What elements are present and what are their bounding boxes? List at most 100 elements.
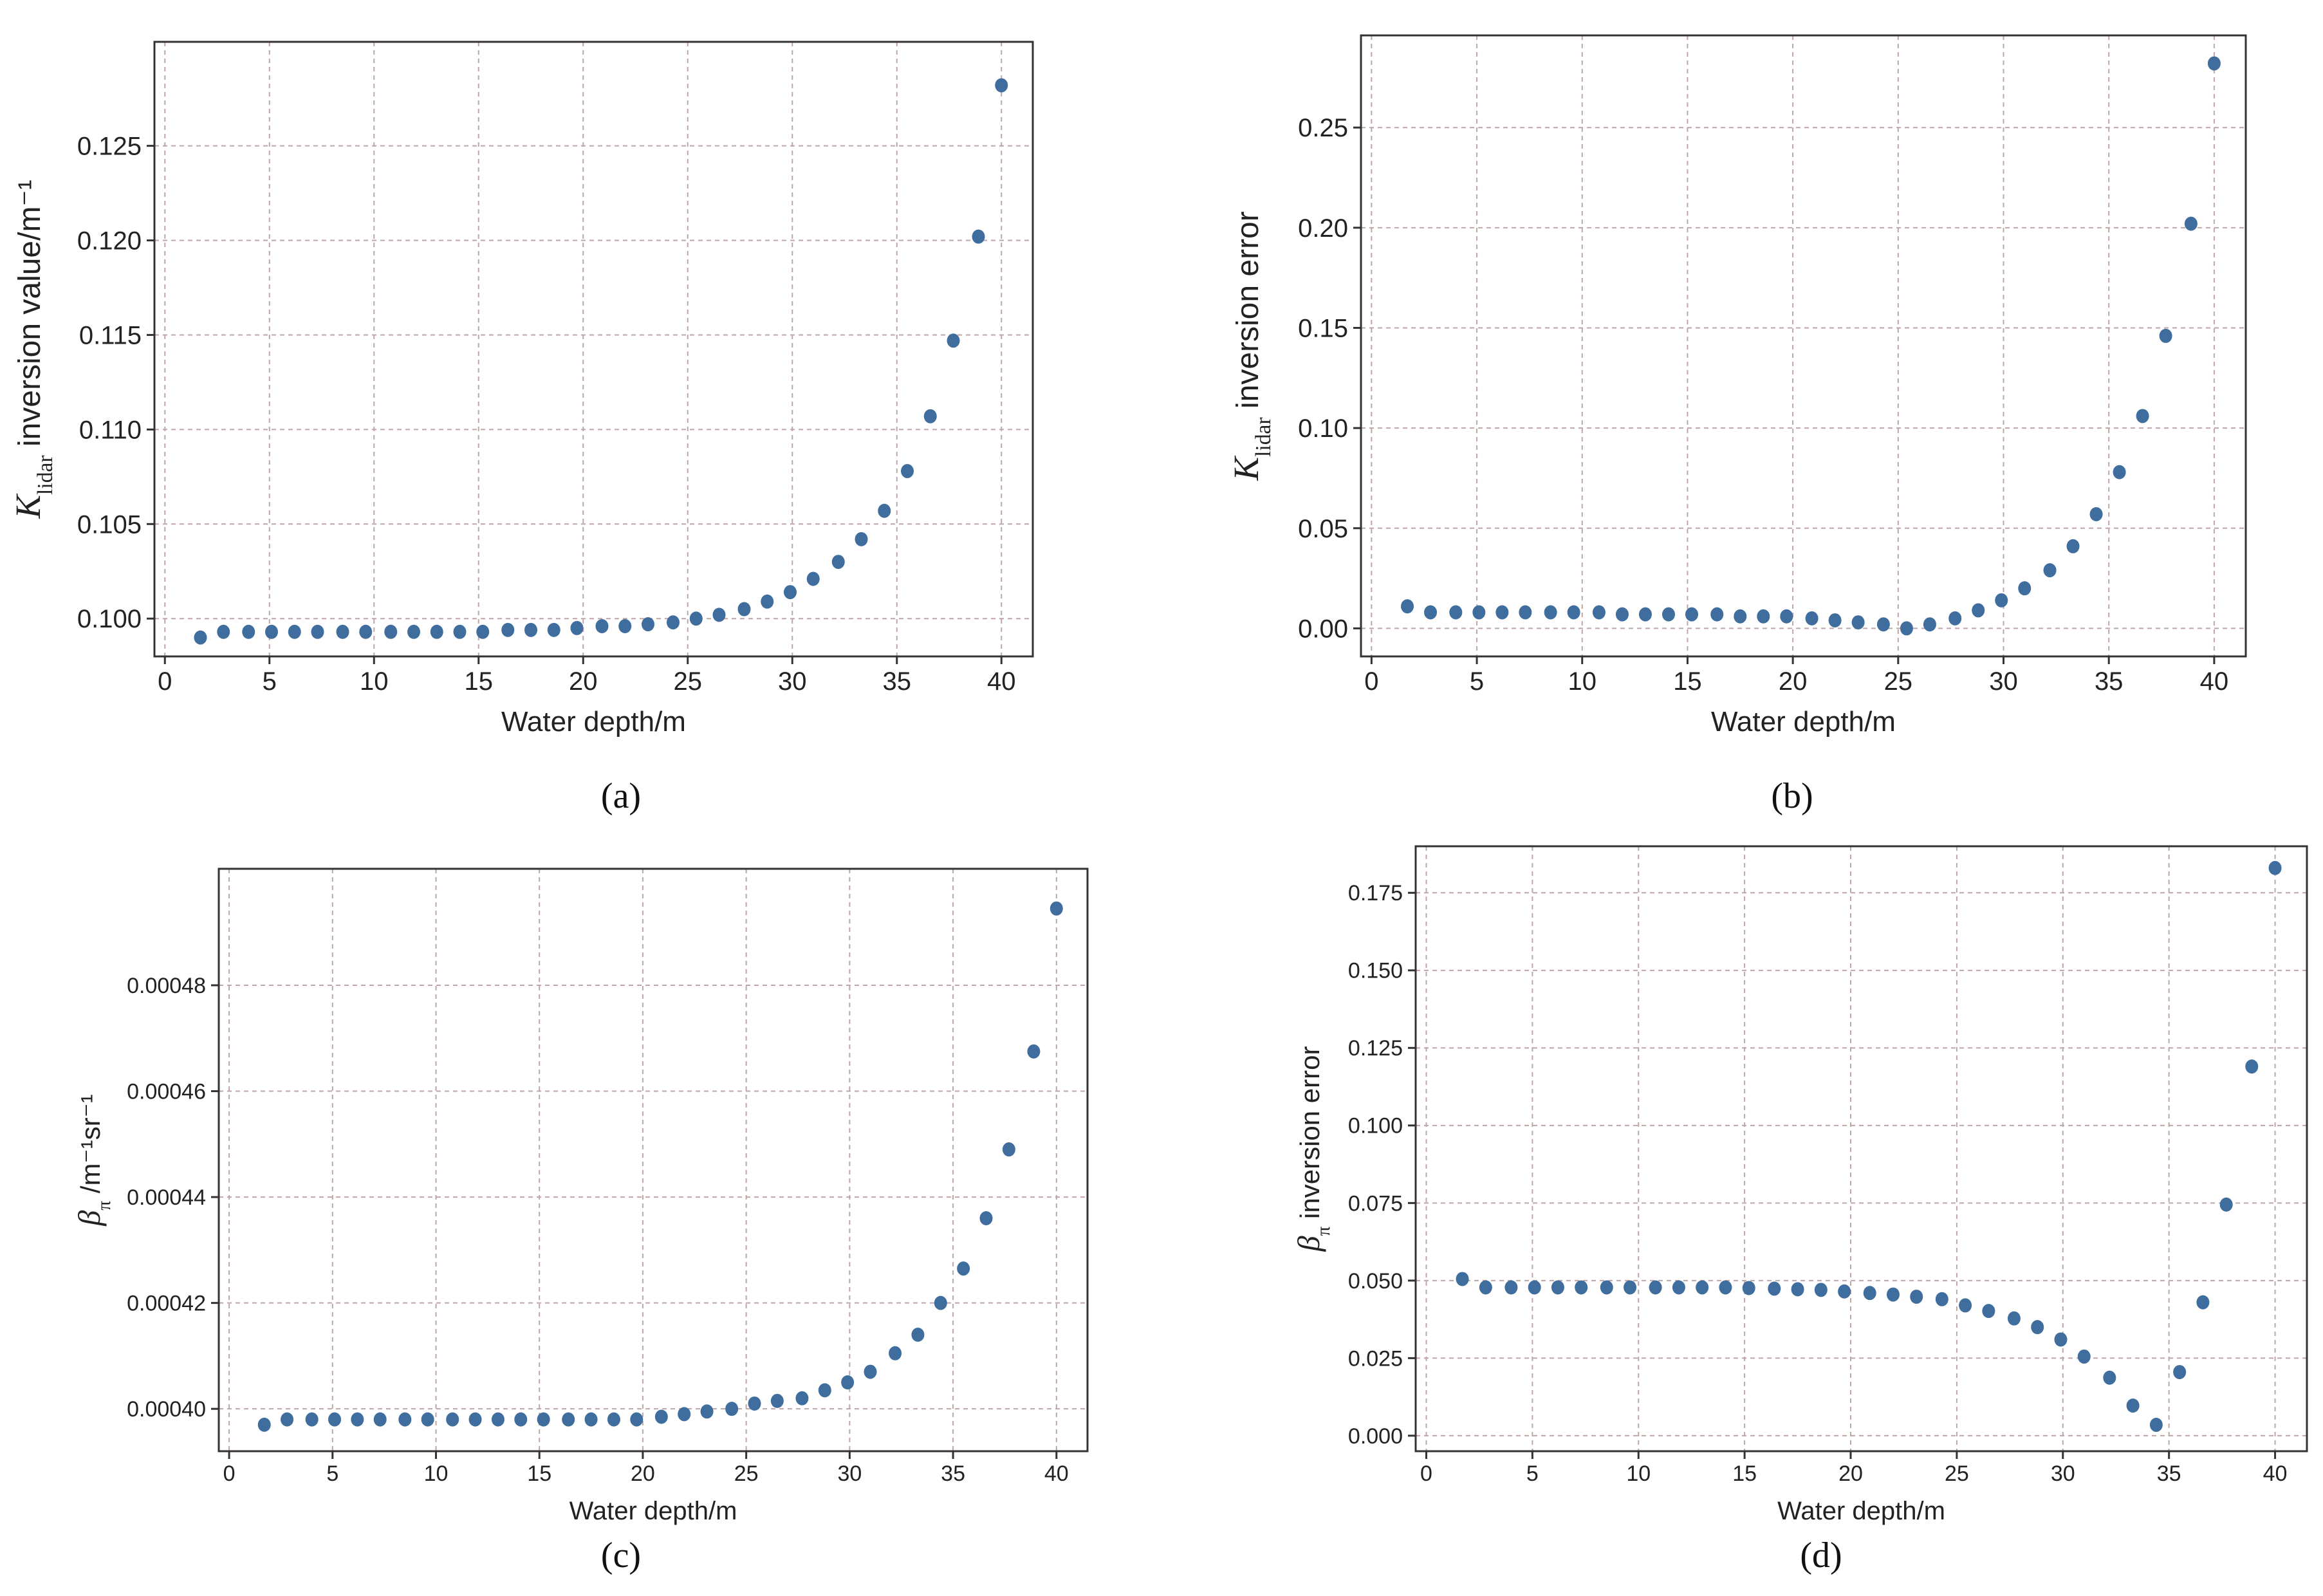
chart-0: 0 5 10 15 20 25 30 35 40 0.100 0.105 0.110 0.115 0.12…: [8, 41, 1034, 816]
x-tick-label: 0: [1420, 1461, 1432, 1486]
data-point: [689, 611, 703, 626]
x-tick-label: 40: [2263, 1461, 2288, 1486]
data-point: [265, 624, 278, 639]
data-point: [712, 608, 726, 622]
x-tick-label: 20: [1779, 667, 1808, 696]
data-point: [421, 1412, 434, 1427]
data-point: [1972, 603, 1985, 618]
y-tick-label: 0.105: [77, 510, 142, 539]
y-tick-label: 0.025: [1348, 1346, 1403, 1371]
y-tick-label: 0.100: [1348, 1114, 1403, 1138]
data-point: [194, 630, 207, 645]
data-point: [737, 602, 751, 617]
data-point: [537, 1412, 550, 1427]
data-point: [1449, 605, 1463, 620]
panel-caption: (a): [601, 776, 641, 816]
y-tick-label: 0.100: [77, 605, 142, 633]
data-point: [1479, 1280, 1492, 1295]
x-tick-label: 10: [1626, 1461, 1651, 1486]
data-point: [667, 615, 680, 630]
y-tick-label: 0.00044: [127, 1185, 206, 1210]
data-point: [878, 503, 891, 518]
data-point: [700, 1404, 714, 1419]
data-point: [2149, 1418, 2163, 1433]
y-tick-label: 0.150: [1348, 959, 1403, 983]
x-tick-label: 35: [2157, 1461, 2181, 1486]
data-point: [1528, 1280, 1541, 1295]
x-tick-label: 15: [465, 667, 494, 696]
x-tick-label: 30: [778, 667, 807, 696]
data-point: [2219, 1197, 2233, 1212]
x-tick-label: 30: [1989, 667, 2018, 696]
y-tick-label: 0.00042: [127, 1292, 206, 1316]
data-point: [430, 624, 443, 639]
x-tick-label: 35: [2095, 667, 2124, 696]
x-tick-label: 10: [1568, 667, 1597, 696]
data-point: [257, 1417, 271, 1432]
data-point: [1624, 1280, 1637, 1295]
data-point: [453, 624, 467, 639]
y-axis-label-subscript: lidar: [33, 455, 57, 495]
data-point: [2089, 506, 2103, 521]
y-tick-label: 0.20: [1298, 214, 1348, 243]
x-tick-label: 35: [883, 667, 912, 696]
data-point: [911, 1328, 925, 1342]
data-point: [1519, 605, 1532, 620]
y-tick-label: 0.125: [77, 133, 142, 161]
y-axis-label-symbol: K: [8, 493, 48, 519]
x-tick-label: 40: [987, 667, 1016, 696]
data-point: [281, 1412, 294, 1427]
y-tick-label: 0.120: [77, 227, 142, 255]
data-point: [1828, 613, 1842, 627]
data-point: [818, 1383, 831, 1398]
data-point: [607, 1412, 620, 1427]
x-tick-label: 0: [223, 1461, 236, 1486]
data-point: [2159, 328, 2172, 343]
data-point: [547, 622, 560, 637]
x-tick-label: 0: [158, 667, 172, 696]
panel-caption: (c): [601, 1536, 641, 1575]
data-point: [1401, 599, 1414, 614]
data-point: [1838, 1284, 1851, 1299]
data-point: [1780, 609, 1793, 624]
data-point: [1768, 1281, 1781, 1296]
y-tick-label: 0.10: [1298, 414, 1348, 443]
x-tick-label: 25: [734, 1461, 759, 1486]
data-point: [1742, 1281, 1755, 1295]
y-tick-label: 0.115: [79, 321, 142, 349]
y-tick-label: 0.175: [1348, 881, 1403, 905]
data-point: [1851, 615, 1865, 630]
data-point: [570, 620, 584, 635]
y-axis-label: Klidar inversion error: [1226, 211, 1275, 481]
y-tick-label: 0.00048: [127, 974, 206, 998]
data-point: [328, 1412, 341, 1427]
data-point: [1649, 1280, 1662, 1295]
axes-frame: [153, 41, 1034, 658]
x-tick-label: 5: [326, 1461, 338, 1486]
x-tick-label: 25: [1884, 667, 1913, 696]
data-point: [242, 624, 255, 639]
data-point: [1814, 1283, 1828, 1297]
data-point: [1027, 1044, 1041, 1059]
y-axis-label: Klidar inversion value/m⁻¹: [8, 180, 57, 519]
chart-1: 0 5 10 15 20 25 30 35 40 0.00 0.05 0.10 0.15 0.20 0.25…: [1226, 34, 2247, 816]
data-point: [1672, 1280, 1685, 1295]
data-point: [1592, 605, 1606, 620]
data-point: [2113, 465, 2126, 479]
data-point: [923, 409, 937, 423]
data-point: [595, 618, 609, 633]
plot-area: [154, 42, 1033, 656]
x-axis-label: Water depth/m: [501, 706, 686, 738]
y-tick-label: 0.00046: [127, 1079, 206, 1104]
data-point: [1900, 621, 1913, 636]
x-tick-label: 20: [631, 1461, 655, 1486]
data-point: [2018, 581, 2031, 596]
x-tick-label: 5: [1470, 667, 1484, 696]
data-point: [972, 229, 985, 244]
y-axis-label-symbol: K: [1226, 455, 1266, 481]
data-point: [1710, 607, 1724, 622]
data-point: [2196, 1295, 2210, 1310]
data-point: [901, 464, 914, 479]
data-point: [359, 624, 373, 639]
